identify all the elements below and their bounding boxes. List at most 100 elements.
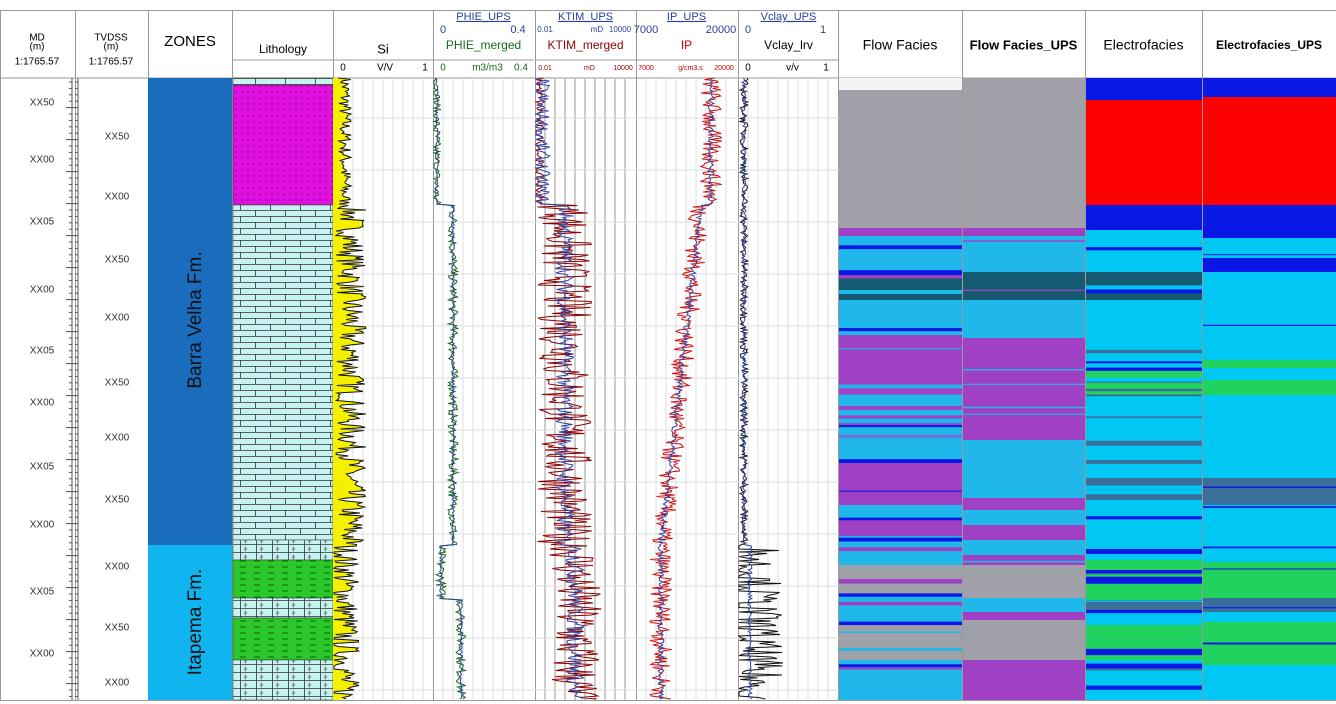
facies-stripe xyxy=(1086,686,1202,690)
facies-stripe xyxy=(839,667,962,669)
facies-stripe xyxy=(1086,549,1202,554)
facies-band xyxy=(1086,100,1202,205)
zone-label: Itapema Fm. xyxy=(185,569,206,676)
facies-stripe xyxy=(1203,506,1336,508)
facies-stripe xyxy=(963,561,1085,563)
facies-band xyxy=(1203,97,1336,205)
facies-band xyxy=(1203,360,1336,368)
lithology-band xyxy=(233,598,333,618)
facies-stripe xyxy=(1086,399,1202,401)
scale-unit: g/cm3.s xyxy=(678,65,703,72)
depth-label: XX00 xyxy=(105,678,130,689)
facies-stripe xyxy=(839,406,962,410)
header-title: Flow Facies xyxy=(863,37,938,53)
facies-band xyxy=(1203,258,1336,272)
header-title: Lithology xyxy=(259,42,307,56)
lithology-band xyxy=(233,618,333,660)
facies-stripe xyxy=(1086,668,1202,670)
facies-stripe xyxy=(839,415,962,418)
facies-band xyxy=(963,565,1085,598)
facies-stripe xyxy=(839,425,962,427)
facies-stripe xyxy=(1086,577,1202,582)
facies-stripe xyxy=(963,414,1085,415)
facies-band xyxy=(839,625,962,660)
facies-stripe xyxy=(839,328,962,331)
depth-label: XX05 xyxy=(30,217,55,228)
facies-band xyxy=(1203,395,1336,478)
facies-stripe xyxy=(839,518,962,521)
facies-stripe xyxy=(963,369,1085,370)
header-title: Electrofacies xyxy=(1103,37,1183,53)
facies-stripe xyxy=(839,270,962,271)
facies-stripe xyxy=(1086,664,1202,669)
depth-label: XX05 xyxy=(30,587,55,598)
facies-stripe xyxy=(839,349,962,351)
facies-stripe xyxy=(839,245,962,249)
header-ups-title: Vclay_UPS xyxy=(761,11,817,23)
facies-stripe xyxy=(1086,350,1202,353)
facies-band xyxy=(1203,612,1336,622)
facies-band xyxy=(1086,230,1202,272)
scale-max: 0.4 xyxy=(510,24,525,36)
header-title: PHIE_merged xyxy=(446,38,521,52)
facies-stripe xyxy=(1086,238,1202,242)
facies-stripe xyxy=(839,319,962,324)
facies-stripe xyxy=(1203,325,1336,326)
facies-band xyxy=(963,540,1085,555)
log-curve xyxy=(434,78,466,699)
facies-stripe xyxy=(1203,254,1336,255)
header-title: KTIM_merged xyxy=(547,38,623,52)
facies-stripe xyxy=(1086,259,1202,261)
facies-band xyxy=(1203,272,1336,360)
facies-stripe xyxy=(1086,516,1202,519)
scale-unit: mD xyxy=(584,65,595,72)
scale-min: 0 xyxy=(440,63,446,74)
facies-band xyxy=(1086,300,1202,370)
facies-band xyxy=(963,612,1085,620)
depth-label: XX00 xyxy=(105,313,130,324)
facies-stripe xyxy=(1086,570,1202,573)
facies-stripe xyxy=(1086,601,1202,602)
facies-stripe xyxy=(839,348,962,349)
facies-band xyxy=(1203,598,1336,612)
facies-band xyxy=(1203,380,1336,395)
header-scale: 1:1765.57 xyxy=(15,57,60,68)
facies-band xyxy=(839,595,962,625)
facies-stripe xyxy=(1086,460,1202,464)
zone-label: Barra Velha Fm. xyxy=(185,251,206,388)
facies-stripe xyxy=(1086,695,1202,697)
depth-label: XX00 xyxy=(30,520,55,531)
facies-band xyxy=(839,460,962,505)
facies-band xyxy=(839,540,962,565)
facies-stripe xyxy=(839,386,962,388)
facies-stripe xyxy=(839,423,962,425)
facies-band xyxy=(1203,665,1336,700)
scale-min: 0 xyxy=(745,63,751,74)
facies-stripe xyxy=(1086,394,1202,396)
header-ups-title: PHIE_UPS xyxy=(456,11,510,23)
depth-label: XX50 xyxy=(105,255,130,266)
facies-band xyxy=(963,598,1085,612)
scale-unit: mD xyxy=(591,25,604,34)
facies-band xyxy=(963,525,1085,540)
facies-stripe xyxy=(839,538,962,542)
scale-min: 0.01 xyxy=(538,65,552,72)
facies-stripe xyxy=(1086,441,1202,446)
facies-band xyxy=(1086,78,1202,100)
facies-band xyxy=(963,78,1085,228)
header-scale: 1:1765.57 xyxy=(89,57,134,68)
facies-band xyxy=(1086,205,1202,230)
scale-max: 20000 xyxy=(706,24,737,36)
facies-band xyxy=(839,340,962,390)
facies-stripe xyxy=(1086,247,1202,250)
facies-stripe xyxy=(1086,610,1202,613)
scale-min: 7000 xyxy=(638,65,654,72)
scale-max: 20000 xyxy=(714,65,734,72)
header-title: Flow Facies_UPS xyxy=(970,37,1078,52)
facies-stripe xyxy=(839,290,962,294)
facies-stripe xyxy=(1086,419,1202,422)
facies-stripe xyxy=(839,275,962,278)
facies-band xyxy=(963,272,1085,300)
facies-band xyxy=(963,300,1085,338)
facies-stripe xyxy=(1086,389,1202,391)
